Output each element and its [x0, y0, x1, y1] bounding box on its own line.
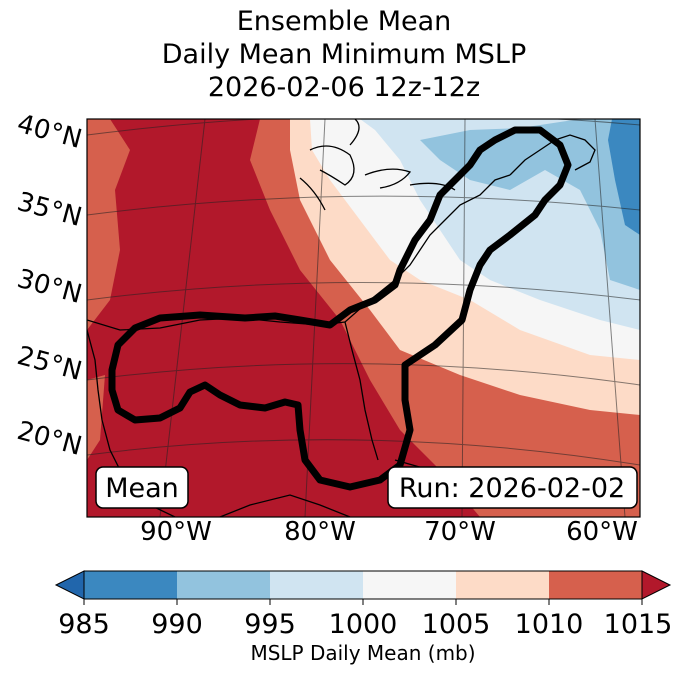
- lat-label-30: 30°N: [14, 264, 85, 310]
- title-line-2: Daily Mean Minimum MSLP: [161, 39, 527, 70]
- lon-label-70w: 70°W: [424, 517, 496, 547]
- colorbar-max-extend: [641, 570, 672, 600]
- colorbar-tick-995: 995: [244, 609, 296, 640]
- lon-label-80w: 80°W: [284, 517, 356, 547]
- lon-label-90w: 90°W: [140, 517, 212, 547]
- graticule: [87, 119, 640, 517]
- colorbar-995: [270, 571, 363, 599]
- field-1010-sw: [87, 375, 105, 460]
- outlook-contour: [108, 126, 572, 491]
- lat-label-40: 40°N: [14, 109, 85, 155]
- run-label-box: Run: 2026-02-02: [387, 466, 638, 509]
- colorbar-min-extend: [54, 570, 85, 600]
- lat-label-35: 35°N: [14, 187, 85, 233]
- colorbar-985: [84, 571, 177, 599]
- colorbar-tick-990: 990: [151, 609, 203, 640]
- lat-label-20: 20°N: [14, 416, 85, 462]
- lon-label-60w: 60°W: [566, 517, 638, 547]
- lat-labels: 40°N 35°N 30°N 25°N 20°N: [14, 109, 85, 462]
- colorbar-990: [177, 571, 270, 599]
- run-label: Run: 2026-02-02: [399, 473, 625, 504]
- pressure-field: [87, 119, 640, 517]
- colorbar-tick-1000: 1000: [329, 609, 398, 640]
- colorbar-tick-1015: 1015: [604, 609, 673, 640]
- mean-label: Mean: [105, 473, 179, 504]
- field-985: [608, 119, 640, 235]
- mean-label-box: Mean: [95, 466, 189, 509]
- colorbar-1000: [363, 571, 456, 599]
- lon-labels: 90°W 80°W 70°W 60°W: [140, 517, 638, 547]
- colorbar: 985 990 995 1000 1005 1010 1015 MSLP Dai…: [54, 570, 673, 665]
- colorbar-label: MSLP Daily Mean (mb): [250, 641, 475, 665]
- title-line-3: 2026-02-06 12z-12z: [207, 72, 481, 103]
- colorbar-tick-985: 985: [58, 609, 110, 640]
- colorbar-tick-1010: 1010: [515, 609, 584, 640]
- colorbar-1010: [549, 571, 642, 599]
- title-line-1: Ensemble Mean: [236, 6, 452, 37]
- colorbar-tick-1005: 1005: [422, 609, 491, 640]
- colorbar-1005: [456, 571, 549, 599]
- field-1010-west: [87, 119, 130, 330]
- map-frame: [86, 118, 641, 518]
- lat-label-25: 25°N: [14, 341, 85, 387]
